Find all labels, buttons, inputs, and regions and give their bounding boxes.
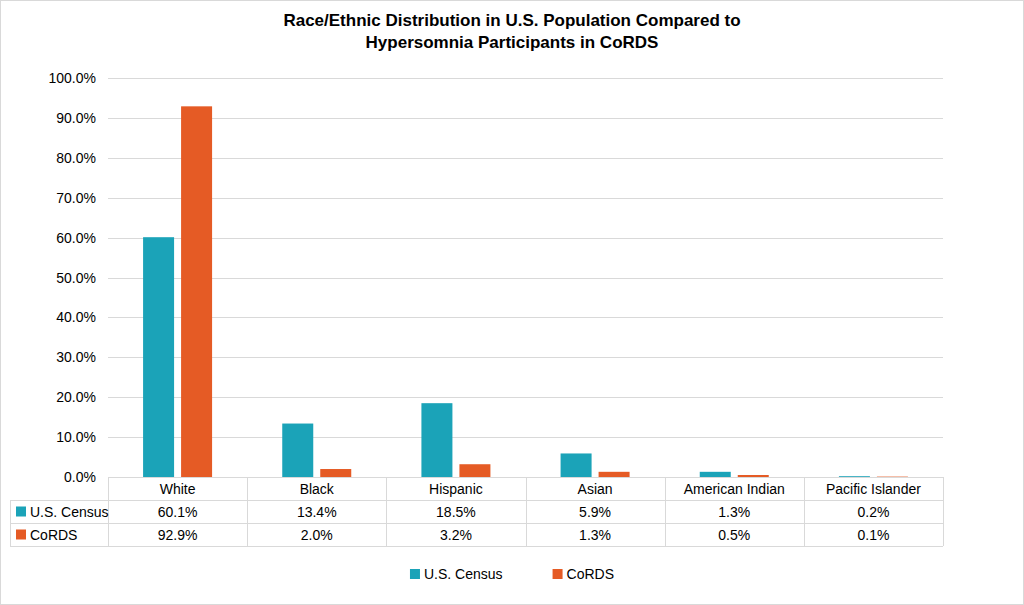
bar <box>459 464 490 477</box>
legend-key <box>16 507 26 517</box>
legend: U.S. Census CoRDS <box>410 566 614 582</box>
y-tick-label: 30.0% <box>56 349 96 365</box>
table-value: 13.4% <box>297 504 337 520</box>
legend-key <box>410 569 420 579</box>
y-tick-label: 0.0% <box>64 469 96 485</box>
y-tick-label: 100.0% <box>49 70 96 86</box>
table-value: 1.3% <box>718 504 750 520</box>
grid-line <box>108 317 943 318</box>
bar <box>282 424 313 477</box>
grid-line <box>108 357 943 358</box>
table-line <box>10 523 943 524</box>
table-value: 5.9% <box>579 504 611 520</box>
bar <box>561 453 592 477</box>
table-line <box>10 500 943 501</box>
category-label: Pacific Islander <box>826 481 921 497</box>
category-label: Black <box>300 481 335 497</box>
chart-border <box>1 1 1024 605</box>
legend-key <box>553 569 563 579</box>
y-tick-label: 80.0% <box>56 150 96 166</box>
y-tick-label: 70.0% <box>56 190 96 206</box>
table-value: 92.9% <box>158 527 198 543</box>
grid-line <box>108 158 943 159</box>
category-label: White <box>160 481 196 497</box>
table-line <box>386 477 387 546</box>
bar <box>700 472 731 477</box>
category-label: Hispanic <box>429 481 483 497</box>
grid-line <box>108 437 943 438</box>
table-row-label: U.S. Census <box>30 504 109 520</box>
title: Race/Ethnic Distribution in U.S. Populat… <box>283 11 740 52</box>
title-line: Hypersomnia Participants in CoRDS <box>366 33 659 52</box>
table-line <box>10 546 943 547</box>
table-value: 18.5% <box>436 504 476 520</box>
bar <box>421 403 452 477</box>
table-line <box>943 477 944 546</box>
grid-line <box>108 198 943 199</box>
bars <box>143 106 908 477</box>
legend-label: CoRDS <box>567 566 614 582</box>
bar <box>320 469 351 477</box>
grid-line <box>108 118 943 119</box>
grid-line <box>108 477 943 478</box>
bar <box>599 472 630 477</box>
table-value: 1.3% <box>579 527 611 543</box>
grid-line <box>108 397 943 398</box>
y-tick-label: 90.0% <box>56 110 96 126</box>
legend-key <box>16 530 26 540</box>
table-row-label: CoRDS <box>30 527 77 543</box>
table-line <box>526 477 527 546</box>
table-value: 0.5% <box>718 527 750 543</box>
y-tick-label: 20.0% <box>56 389 96 405</box>
category-label: Asian <box>578 481 613 497</box>
legend-label: U.S. Census <box>424 566 503 582</box>
y-tick-label: 10.0% <box>56 429 96 445</box>
table-value: 2.0% <box>301 527 333 543</box>
y-tick-label: 50.0% <box>56 270 96 286</box>
bar <box>143 237 174 477</box>
table-value: 60.1% <box>158 504 198 520</box>
chart: Race/Ethnic Distribution in U.S. Populat… <box>0 0 1024 605</box>
category-label: American Indian <box>684 481 785 497</box>
bar <box>738 475 769 477</box>
y-tick-label: 60.0% <box>56 230 96 246</box>
table-line <box>665 477 666 546</box>
table-value: 3.2% <box>440 527 472 543</box>
table-line <box>247 477 248 546</box>
table-line <box>10 500 11 546</box>
y-tick-label: 40.0% <box>56 309 96 325</box>
bar <box>877 476 908 477</box>
table-line <box>108 477 943 478</box>
title-line: Race/Ethnic Distribution in U.S. Populat… <box>283 11 740 30</box>
grid-line <box>108 238 943 239</box>
table-value: 0.1% <box>857 527 889 543</box>
table-value: 0.2% <box>857 504 889 520</box>
table-line <box>804 477 805 546</box>
grid-line <box>108 78 943 79</box>
grid-line <box>108 278 943 279</box>
bar <box>181 106 212 477</box>
bar <box>839 476 870 477</box>
